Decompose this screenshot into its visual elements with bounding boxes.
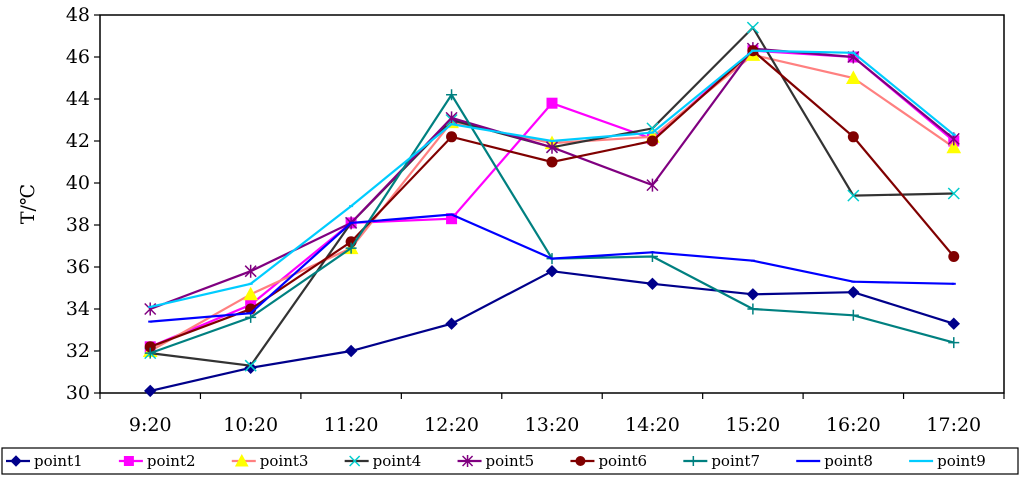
data-point xyxy=(947,317,960,330)
y-tick-label: 38 xyxy=(66,214,90,236)
data-point xyxy=(144,384,157,398)
data-point xyxy=(446,131,458,143)
data-point xyxy=(747,303,759,315)
y-tick-label: 36 xyxy=(66,256,90,278)
data-point xyxy=(847,309,859,321)
data-point xyxy=(446,89,458,101)
y-axis: 30 32 34 36 38 40 42 44 46 48 xyxy=(66,4,100,404)
y-tick-label: 48 xyxy=(66,4,90,26)
y-tick-label: 32 xyxy=(66,340,90,362)
legend-item: point2 xyxy=(118,452,196,470)
legend-item: point3 xyxy=(231,452,309,470)
series-point8 xyxy=(148,213,956,323)
y-tick-label: 40 xyxy=(66,172,90,194)
data-point xyxy=(462,455,474,467)
data-point xyxy=(646,135,658,147)
data-point xyxy=(948,251,960,262)
data-point xyxy=(123,456,134,466)
data-point xyxy=(349,455,361,467)
data-point xyxy=(575,456,586,466)
data-point xyxy=(946,139,962,154)
data-point xyxy=(144,347,156,359)
x-tick-label: 9:20 xyxy=(129,414,172,436)
series-point1 xyxy=(144,264,960,398)
data-point xyxy=(546,97,558,109)
x-axis: 9:20 10:20 11:20 12:20 13:20 14:20 15:20 16:20 1… xyxy=(99,393,1005,436)
data-point xyxy=(847,189,860,202)
data-point xyxy=(345,242,357,254)
x-tick-label: 12:20 xyxy=(424,414,479,436)
data-point xyxy=(445,111,458,125)
legend-item: point6 xyxy=(570,452,647,470)
y-tick-label: 46 xyxy=(66,46,90,68)
legend-label: point9 xyxy=(937,452,986,470)
series-point9 xyxy=(148,49,956,308)
data-point xyxy=(445,317,458,330)
legend-item: point7 xyxy=(683,452,760,470)
legend-item: point4 xyxy=(344,452,422,470)
x-tick-label: 10:20 xyxy=(223,414,278,436)
data-point xyxy=(947,187,960,200)
legend-box xyxy=(1,447,1019,475)
data-point xyxy=(847,131,859,143)
y-axis-title: T/℃ xyxy=(17,184,39,224)
legend-item: point8 xyxy=(796,452,873,470)
data-point xyxy=(688,456,699,466)
y-tick-label: 44 xyxy=(66,88,90,110)
legend: point1 point2 point3 point4 point5 point6 poin… xyxy=(6,452,986,470)
legend-item: point5 xyxy=(457,452,535,470)
data-point xyxy=(234,453,249,467)
series-layer xyxy=(142,21,962,398)
data-point xyxy=(243,286,259,301)
data-point xyxy=(948,337,960,349)
y-tick-label: 34 xyxy=(66,298,90,320)
legend-item: point1 xyxy=(6,452,83,470)
data-point xyxy=(545,264,559,278)
data-point xyxy=(446,213,458,225)
data-point xyxy=(546,156,558,168)
x-tick-label: 17:20 xyxy=(926,414,981,436)
data-point xyxy=(545,140,559,154)
legend-label: point4 xyxy=(373,452,422,470)
x-tick-label: 14:20 xyxy=(625,414,680,436)
y-tick-label: 42 xyxy=(66,130,90,152)
x-tick-label: 15:20 xyxy=(726,414,781,436)
data-point xyxy=(746,288,760,301)
legend-label: point7 xyxy=(711,452,760,470)
data-point xyxy=(144,341,156,353)
data-point xyxy=(746,21,759,34)
legend-label: point6 xyxy=(598,452,647,470)
plot-area xyxy=(99,14,1005,394)
data-point xyxy=(646,178,659,192)
series-point5 xyxy=(144,42,960,316)
x-tick-label: 16:20 xyxy=(826,414,881,436)
data-point xyxy=(10,455,22,467)
legend-label: point8 xyxy=(824,452,873,470)
data-point xyxy=(646,277,659,291)
legend-item: point9 xyxy=(909,452,986,470)
x-tick-label: 11:20 xyxy=(324,414,379,436)
data-point xyxy=(845,70,861,84)
y-tick-label: 30 xyxy=(66,382,90,404)
x-tick-label: 13:20 xyxy=(525,414,580,436)
data-point xyxy=(847,285,860,299)
data-point xyxy=(244,264,257,278)
legend-label: point1 xyxy=(34,452,83,470)
legend-label: point2 xyxy=(147,452,196,470)
data-point xyxy=(344,344,358,358)
legend-label: point3 xyxy=(260,452,309,470)
data-point xyxy=(244,359,257,372)
legend-label: point5 xyxy=(486,452,535,470)
